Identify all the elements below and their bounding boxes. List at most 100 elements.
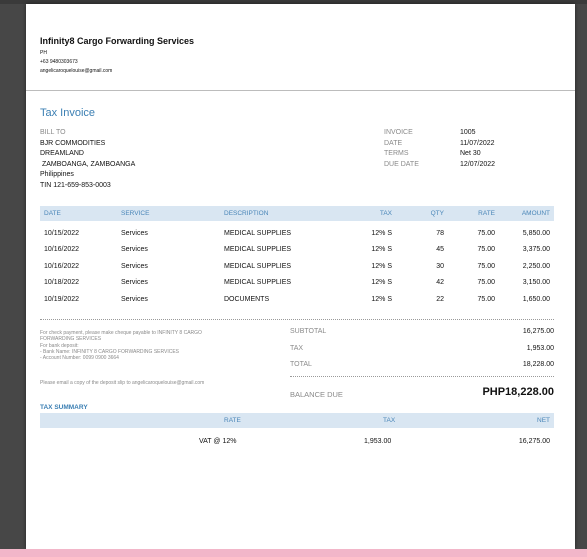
company-name: Infinity8 Cargo Forwarding Services — [40, 36, 195, 46]
meta-label: DUE DATE — [384, 160, 419, 168]
sum-col-rate: RATE — [224, 417, 241, 424]
header-divider — [26, 90, 575, 91]
cell-amount: 3,150.00 — [522, 279, 550, 286]
col-rate: RATE — [478, 210, 495, 217]
cell-date: 10/19/2022 — [44, 296, 80, 303]
company-phone: +63 9480303673 — [40, 59, 78, 65]
cell-rate: 75.00 — [477, 263, 495, 270]
tax-summary-row: VAT @ 12% 1,953.00 16,275.00 — [40, 434, 554, 449]
sum-rate: VAT @ 12% — [199, 438, 237, 445]
table-row: 10/19/2022 Services DOCUMENTS 12% S 22 7… — [40, 292, 554, 308]
note-line: - Account Number: 0099 0900 3664 — [40, 355, 119, 362]
cell-qty: 78 — [436, 230, 444, 237]
cell-service: Services — [121, 246, 148, 253]
note-line: FORWARDING SERVICES — [40, 336, 102, 343]
cell-service: Services — [121, 279, 148, 286]
bill-to-line: Philippines — [40, 171, 74, 178]
invoice-meta: INVOICE 1005 DATE 11/07/2022 TERMS Net 30 D… — [384, 128, 495, 170]
bill-to-line: BJR COMMODITIES — [40, 139, 106, 147]
meta-row: DATE 11/07/2022 — [384, 139, 495, 150]
cell-description: MEDICAL SUPPLIES — [224, 263, 292, 270]
bill-to-line: TIN 121-659-853-0003 — [40, 181, 111, 189]
subtotal-label: SUBTOTAL — [290, 328, 327, 335]
bill-to-line: DREAMLAND — [40, 150, 84, 157]
meta-label: INVOICE — [384, 129, 413, 136]
cell-service: Services — [121, 230, 148, 237]
cell-qty: 22 — [436, 296, 444, 303]
totals-divider — [290, 376, 554, 377]
balance-due-label: BALANCE DUE — [290, 390, 343, 399]
meta-row: TERMS Net 30 — [384, 149, 495, 160]
items-table-header: DATE SERVICE DESCRIPTION TAX QTY RATE AM… — [40, 206, 554, 221]
cell-tax: 12% S — [371, 263, 392, 270]
cell-rate: 75.00 — [477, 279, 495, 286]
viewer-top-edge — [0, 0, 587, 4]
invoice-page: Infinity8 Cargo Forwarding Services PH +… — [26, 4, 575, 549]
bill-to-line: ZAMBOANGA, ZAMBOANGA — [40, 160, 136, 168]
sum-col-net: NET — [537, 417, 550, 424]
cell-tax: 12% S — [371, 230, 392, 237]
cell-rate: 75.00 — [477, 296, 495, 303]
cell-description: MEDICAL SUPPLIES — [224, 246, 292, 253]
tax-summary-header: RATE TAX NET — [40, 413, 554, 428]
balance-due-value: PHP18,228.00 — [482, 386, 554, 398]
company-country: PH — [40, 50, 47, 56]
cell-description: MEDICAL SUPPLIES — [224, 279, 292, 286]
table-row: 10/16/2022 Services MEDICAL SUPPLIES 12%… — [40, 259, 554, 275]
total-value: 18,228.00 — [522, 361, 554, 368]
cell-qty: 45 — [436, 246, 444, 253]
cell-qty: 42 — [436, 279, 444, 286]
cell-tax: 12% S — [371, 296, 392, 303]
table-row: 10/16/2022 Services MEDICAL SUPPLIES 12%… — [40, 242, 554, 258]
sum-tax: 1,953.00 — [364, 438, 392, 445]
cell-tax: 12% S — [371, 246, 392, 253]
sum-col-tax: TAX — [383, 417, 396, 424]
tax-summary-title: TAX SUMMARY — [40, 404, 88, 411]
bill-to-label: BILL TO — [40, 129, 66, 136]
tax-value: 1,953.00 — [526, 345, 554, 352]
cell-amount: 2,250.00 — [522, 263, 550, 270]
col-service: SERVICE — [121, 210, 150, 217]
cell-date: 10/18/2022 — [44, 279, 80, 286]
note-line: For check payment, please make cheque pa… — [40, 330, 202, 336]
cell-description: MEDICAL SUPPLIES — [224, 230, 292, 237]
meta-row: INVOICE 1005 — [384, 128, 495, 139]
payment-notes: For check payment, please make cheque pa… — [40, 330, 264, 361]
cell-amount: 3,375.00 — [522, 246, 550, 253]
cell-description: DOCUMENTS — [224, 296, 270, 303]
table-row: 10/18/2022 Services MEDICAL SUPPLIES 12%… — [40, 275, 554, 291]
cell-qty: 30 — [436, 263, 444, 270]
col-amount: AMOUNT — [521, 210, 550, 217]
meta-label: TERMS — [384, 150, 409, 157]
meta-row: DUE DATE 12/07/2022 — [384, 160, 495, 171]
col-date: DATE — [44, 210, 61, 217]
col-description: DESCRIPTION — [224, 210, 269, 217]
cell-date: 10/16/2022 — [44, 263, 80, 270]
cell-date: 10/16/2022 — [44, 246, 80, 253]
cell-rate: 75.00 — [477, 246, 495, 253]
cell-tax: 12% S — [371, 279, 392, 286]
bottom-strip — [0, 549, 587, 557]
meta-value: 11/07/2022 — [460, 139, 495, 147]
cell-rate: 75.00 — [477, 230, 495, 237]
cell-amount: 1,650.00 — [522, 296, 550, 303]
total-label: TOTAL — [290, 361, 312, 368]
note-line: - Bank Name: INFINITY 8 CARGO FORWARDING… — [40, 348, 180, 355]
tax-label: TAX — [290, 345, 304, 352]
note-line: For bank deposit: — [40, 342, 79, 349]
subtotal-value: 16,275.00 — [522, 328, 554, 335]
cell-service: Services — [121, 263, 148, 270]
col-tax: TAX — [379, 210, 392, 217]
col-qty: QTY — [430, 210, 444, 217]
bill-to-block: BILL TO BJR COMMODITIES DREAMLAND ZAMBOA… — [40, 128, 135, 191]
meta-value: 12/07/2022 — [460, 160, 496, 168]
table-row: 10/15/2022 Services MEDICAL SUPPLIES 12%… — [40, 226, 554, 242]
sum-net: 16,275.00 — [518, 438, 550, 445]
cell-service: Services — [121, 296, 148, 303]
cell-amount: 5,850.00 — [522, 230, 550, 237]
email-note: Please email a copy of the deposit slip … — [40, 380, 205, 386]
meta-value: 1005 — [460, 129, 476, 136]
cell-date: 10/15/2022 — [44, 230, 80, 237]
meta-label: DATE — [384, 139, 403, 147]
company-email: angelicaroquelouise@gmail.com — [40, 68, 113, 74]
